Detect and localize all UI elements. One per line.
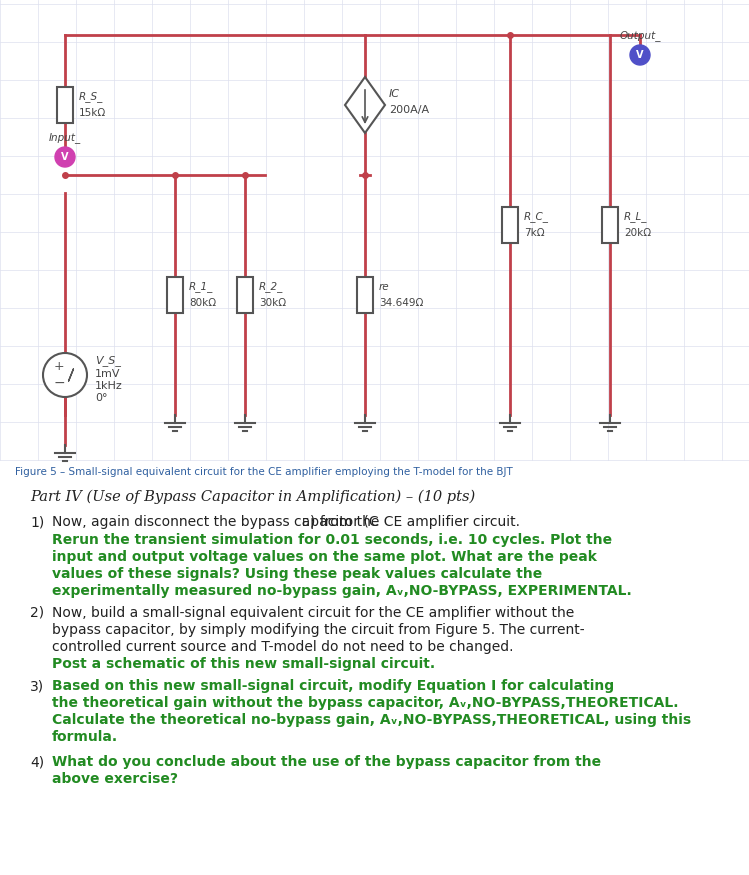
Bar [57,87,73,123]
Text: What do you conclude about the use of the bypass capacitor from the: What do you conclude about the use of th… [52,755,601,769]
Text: Output_: Output_ [619,30,661,41]
Text: ) from the CE amplifier circuit.: ) from the CE amplifier circuit. [310,515,520,529]
Text: controlled current source and T-model do not need to be changed.: controlled current source and T-model do… [52,640,514,654]
Text: Now, again disconnect the bypass capacitor (C: Now, again disconnect the bypass capacit… [52,515,379,529]
Bar [237,277,253,313]
Text: 1mV: 1mV [95,369,121,379]
Text: Figure 5 – Small-signal equivalent circuit for the CE amplifier employing the T-: Figure 5 – Small-signal equivalent circu… [15,467,513,477]
Text: values of these signals? Using these peak values calculate the: values of these signals? Using these pea… [52,567,542,581]
Bar [167,277,183,313]
Text: IC: IC [389,89,400,99]
Text: bypass capacitor, by simply modifying the circuit from Figure 5. The current-: bypass capacitor, by simply modifying th… [52,623,585,637]
Text: V: V [61,152,69,162]
Text: formula.: formula. [52,730,118,744]
Text: R_C_: R_C_ [524,212,549,222]
Text: V_S_: V_S_ [95,355,121,366]
Text: 15kΩ: 15kΩ [79,108,106,118]
Text: 80kΩ: 80kΩ [189,298,216,308]
Text: the theoretical gain without the bypass capacitor, Aᵥ,NO-BYPASS,THEORETICAL.: the theoretical gain without the bypass … [52,696,679,710]
Text: Post a schematic of this new small-signal circuit.: Post a schematic of this new small-signa… [52,657,435,671]
Text: +: + [54,360,64,374]
Circle shape [55,147,75,167]
Text: 34.649Ω: 34.649Ω [379,298,423,308]
Text: −: − [53,376,65,390]
Text: R_1_: R_1_ [189,282,213,292]
Text: Rerun the transient simulation for 0.01 seconds, i.e. 10 cycles. Plot the: Rerun the transient simulation for 0.01 … [52,533,612,547]
Text: above exercise?: above exercise? [52,772,178,786]
Circle shape [43,353,87,397]
Bar [502,207,518,243]
Text: 30kΩ: 30kΩ [259,298,286,308]
Text: 4): 4) [30,755,44,769]
Text: Now, build a small-signal equivalent circuit for the CE amplifier without the: Now, build a small-signal equivalent cir… [52,606,574,620]
Text: Calculate the theoretical no-bypass gain, Aᵥ,NO-BYPASS,THEORETICAL, using this: Calculate the theoretical no-bypass gain… [52,713,691,727]
Text: R_S_: R_S_ [79,92,103,102]
Text: 200A/A: 200A/A [389,105,429,115]
Text: 7kΩ: 7kΩ [524,228,545,238]
Text: Based on this new small-signal circuit, modify Equation I for calculating: Based on this new small-signal circuit, … [52,679,614,693]
Text: 3): 3) [30,679,44,693]
Text: input and output voltage values on the same plot. What are the peak: input and output voltage values on the s… [52,550,597,564]
Text: R_2_: R_2_ [259,282,283,292]
Text: 20kΩ: 20kΩ [624,228,651,238]
Text: R_L_: R_L_ [624,212,647,222]
Text: E: E [302,518,309,528]
Text: 2): 2) [30,606,44,620]
Text: 1): 1) [30,515,44,529]
Text: 1kHz: 1kHz [95,381,123,391]
Bar [357,277,373,313]
Polygon shape [345,77,385,133]
Bar [602,207,618,243]
Text: re: re [379,282,389,292]
Text: Part IV (Use of Bypass Capacitor in Amplification) – (10 pts): Part IV (Use of Bypass Capacitor in Ampl… [30,490,476,504]
Text: experimentally measured no-bypass gain, Aᵥ,NO-BYPASS, EXPERIMENTAL.: experimentally measured no-bypass gain, … [52,584,631,598]
Text: V: V [636,50,643,60]
Text: 0°: 0° [95,393,108,403]
Text: Input_: Input_ [49,132,81,143]
Circle shape [630,45,650,65]
